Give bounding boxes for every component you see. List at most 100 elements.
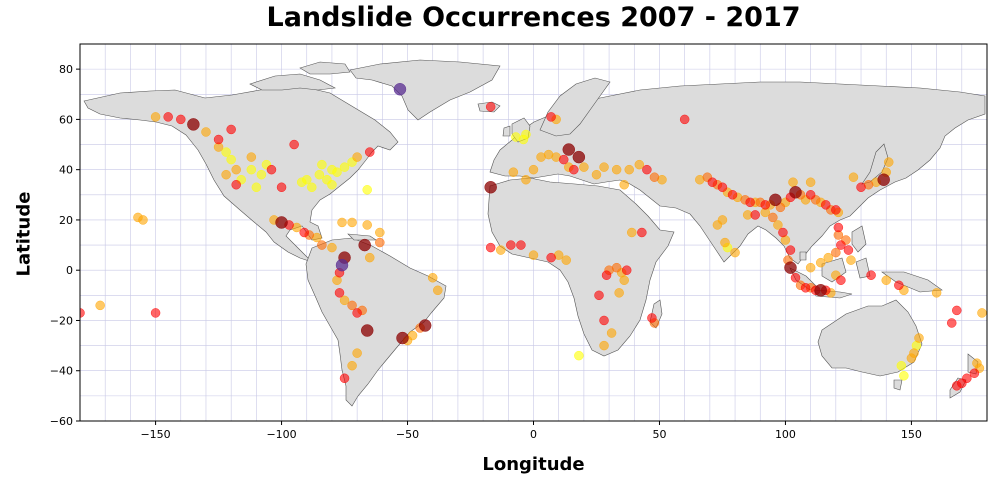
landslide-point [599, 340, 609, 351]
y-tick-label: 20 [59, 214, 73, 227]
landslide-point [246, 152, 257, 162]
landslide-point [332, 167, 342, 177]
landslide-point [80, 308, 85, 318]
landslide-point [599, 162, 609, 172]
landslide-point [360, 324, 374, 337]
landslide-point [579, 162, 589, 172]
landslide-point [276, 182, 287, 193]
chart-title: Landslide Occurrences 2007 - 2017 [266, 2, 801, 33]
landslide-point [789, 186, 802, 199]
x-tick-label: −100 [266, 428, 296, 441]
land-basemap [83, 59, 986, 407]
landslide-point [231, 164, 241, 175]
landslide-point [831, 247, 841, 258]
y-tick-label: 80 [59, 63, 73, 76]
x-tick-label: 50 [652, 428, 666, 441]
landslide-point [393, 82, 407, 96]
landslide-point [800, 283, 811, 293]
landslide-point [511, 132, 521, 142]
landslide-point [931, 288, 942, 298]
landslide-point [856, 182, 866, 193]
landslide-point [521, 174, 531, 185]
landslide-point [574, 350, 584, 361]
landslide-point [150, 308, 161, 318]
landslide-point [906, 353, 917, 363]
land-sri-lanka [799, 251, 807, 261]
landslide-point [231, 179, 241, 190]
landslide-point [952, 305, 962, 316]
landslide-point [805, 190, 816, 200]
landslide-point [952, 381, 962, 391]
landslide-point [562, 143, 576, 156]
landslide-points [80, 82, 987, 391]
landslide-point [364, 147, 375, 157]
landslide-point [558, 154, 569, 165]
landslide-point [187, 118, 200, 131]
landslide-point [427, 272, 438, 283]
landslide-point [150, 112, 161, 122]
landslide-point [624, 164, 634, 175]
landslide-point [335, 258, 349, 272]
landslide-point [362, 220, 372, 230]
landslide-point [894, 280, 904, 291]
landslide-point [883, 157, 894, 167]
landslide-point [594, 290, 604, 301]
landslide-point [649, 172, 660, 182]
landslide-point [621, 265, 632, 275]
landslide-point [375, 237, 385, 248]
landslide-point [707, 177, 718, 187]
landslide-point [339, 295, 350, 306]
landslide-point [334, 288, 345, 298]
landslide-point [769, 193, 782, 207]
landslide-point [785, 245, 796, 255]
landslide-point [396, 331, 409, 345]
landslide-point [201, 127, 211, 137]
landslide-point [572, 150, 586, 164]
landslide-point [611, 262, 622, 273]
landslide-point [611, 164, 622, 175]
landslide-point [881, 275, 891, 286]
landslide-point [317, 240, 327, 250]
landslide-point [133, 212, 143, 223]
landslide-point [375, 227, 385, 238]
landslide-point [720, 237, 730, 248]
landslide-point [506, 240, 516, 250]
landslide-point [221, 169, 231, 180]
landslide-point [485, 102, 496, 112]
landslide-point [896, 360, 907, 371]
landslide-point [778, 227, 788, 238]
landslide-point [843, 245, 854, 255]
landslide-point [289, 139, 299, 150]
landslide-point [866, 270, 876, 280]
landslide-point [606, 328, 617, 338]
landslide-point [760, 200, 771, 210]
landslide-point [347, 217, 357, 228]
land-australia [817, 299, 923, 377]
y-tick-label: −20 [50, 314, 73, 327]
landslide-point [846, 255, 856, 265]
landslide-point [848, 172, 859, 182]
landslide-point [805, 177, 816, 187]
landslide-point [679, 114, 690, 125]
landslide-point [831, 205, 841, 215]
x-tick-label: 100 [775, 428, 796, 441]
landslide-point [727, 190, 738, 200]
landslide-point [256, 169, 267, 180]
landslide-point [266, 164, 277, 175]
x-tick-label: 0 [530, 428, 537, 441]
landslide-point [433, 285, 443, 296]
landslide-point [599, 315, 609, 326]
x-tick-label: −150 [140, 428, 170, 441]
x-axis-label: Longitude [482, 454, 585, 475]
y-tick-label: 0 [66, 264, 73, 277]
landslide-point [337, 217, 347, 228]
landslide-point [614, 288, 624, 298]
landslide-point [712, 220, 723, 230]
landslide-point [95, 300, 105, 311]
landslide-point [364, 252, 375, 263]
landslide-point [314, 169, 325, 180]
landslide-point [637, 227, 647, 238]
landslide-point [226, 124, 236, 135]
landslide-point [362, 185, 372, 195]
